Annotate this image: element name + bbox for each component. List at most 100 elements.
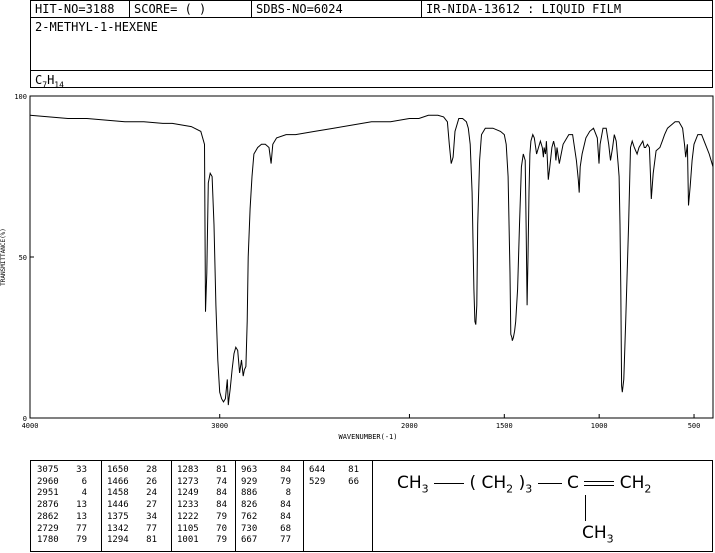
x-tick-label: 1000 <box>591 422 608 430</box>
struct-ch2-right: CH2 <box>619 473 652 496</box>
peak-wavenumber: 762 <box>241 511 258 522</box>
peak-transmittance: 77 <box>146 523 157 534</box>
peak-entry: 730 68 <box>241 524 291 536</box>
y-tick-label: 0 <box>23 415 27 423</box>
peak-transmittance: 28 <box>146 465 157 475</box>
struct-ch3-left: CH3 <box>397 473 429 496</box>
y-tick-label: 50 <box>19 254 27 262</box>
peak-entry: 1375 34 <box>107 512 157 524</box>
peak-transmittance: 8 <box>285 488 291 499</box>
x-tick-label: 3000 <box>211 422 228 430</box>
peak-entry: 1233 84 <box>177 500 227 512</box>
x-tick-label: 2000 <box>401 422 418 430</box>
peak-transmittance: 79 <box>76 535 87 546</box>
peak-col-divider <box>171 461 172 551</box>
peak-transmittance: 84 <box>216 488 227 499</box>
peak-column: 644 81 529 66 <box>309 465 359 488</box>
peak-column: 3075 33 2960 6 2951 4 2876 13 2862 13 2729 77 1780 79 <box>37 465 87 547</box>
peak-col-divider <box>101 461 102 551</box>
peak-transmittance: 13 <box>76 511 87 522</box>
peak-entry: 826 84 <box>241 500 291 512</box>
struct-paren-close: )3 <box>518 473 533 496</box>
peak-wavenumber: 1375 <box>107 511 129 522</box>
peak-wavenumber: 1446 <box>107 500 129 511</box>
peak-transmittance: 81 <box>348 465 359 475</box>
struct-ch3-bottom: CH3 <box>582 523 614 546</box>
peak-wavenumber: 1283 <box>177 465 199 475</box>
peak-transmittance: 79 <box>216 535 227 546</box>
peak-entry: 762 84 <box>241 512 291 524</box>
peak-entry: 2729 77 <box>37 524 87 536</box>
peak-transmittance: 77 <box>76 523 87 534</box>
peak-wavenumber: 1294 <box>107 535 129 546</box>
peak-wavenumber: 1105 <box>177 523 199 534</box>
peak-transmittance: 84 <box>280 500 291 511</box>
peak-transmittance: 70 <box>216 523 227 534</box>
compound-info: 2-METHYL-1-HEXENE C7H14 <box>30 17 713 89</box>
peak-col-divider <box>235 461 236 551</box>
peak-col-divider <box>372 461 373 551</box>
peak-wavenumber: 2960 <box>37 476 59 487</box>
peak-entry: 1001 79 <box>177 535 227 547</box>
peak-entry: 2876 13 <box>37 500 87 512</box>
peak-wavenumber: 1233 <box>177 500 199 511</box>
peak-wavenumber: 826 <box>241 500 258 511</box>
peak-entry: 1294 81 <box>107 535 157 547</box>
peak-transmittance: 33 <box>76 465 87 475</box>
peak-entry: 1458 24 <box>107 488 157 500</box>
struct-double-bond <box>584 480 615 486</box>
peak-table: 3075 33 2960 6 2951 4 2876 13 2862 13 2729 77 1780 79… <box>30 460 713 552</box>
peak-entry: 1105 70 <box>177 524 227 536</box>
peak-transmittance: 26 <box>146 476 157 487</box>
peak-wavenumber: 1001 <box>177 535 199 546</box>
peak-wavenumber: 1342 <box>107 523 129 534</box>
peak-wavenumber: 730 <box>241 523 258 534</box>
peak-entry: 1283 81 <box>177 465 227 477</box>
y-tick-label: 100 <box>14 93 27 101</box>
ir-spectrum-chart: 0 50 100 4000 3000 2000 1500 1000 500 WAVENUMBE… <box>0 93 714 441</box>
structure-formula: CH3 ( CH2 )3 C CH2 <box>397 473 651 495</box>
struct-c: C <box>567 473 579 493</box>
peak-wavenumber: 1458 <box>107 488 129 499</box>
peak-entry: 1273 74 <box>177 477 227 489</box>
peak-entry: 1342 77 <box>107 524 157 536</box>
peak-column: 1650 28 1466 26 1458 24 1446 27 1375 34 1342 77 1294… <box>107 465 157 547</box>
peak-entry: 667 77 <box>241 535 291 547</box>
peak-wavenumber: 2862 <box>37 511 59 522</box>
struct-paren-open: ( <box>469 473 477 493</box>
peak-entry: 886 8 <box>241 488 291 500</box>
hit-number: HIT-NO=3188 <box>31 1 130 18</box>
peak-wavenumber: 929 <box>241 476 258 487</box>
peak-entry: 963 84 <box>241 465 291 477</box>
peak-transmittance: 84 <box>280 511 291 522</box>
peak-wavenumber: 1249 <box>177 488 199 499</box>
peak-transmittance: 13 <box>76 500 87 511</box>
peak-transmittance: 68 <box>280 523 291 534</box>
peak-wavenumber: 963 <box>241 465 258 475</box>
peak-transmittance: 81 <box>216 465 227 475</box>
peak-wavenumber: 886 <box>241 488 258 499</box>
peak-transmittance: 77 <box>280 535 291 546</box>
peak-entry: 1466 26 <box>107 477 157 489</box>
peak-transmittance: 84 <box>216 500 227 511</box>
peak-entry: 929 79 <box>241 477 291 489</box>
struct-vertical-bond <box>585 495 586 521</box>
peak-transmittance: 66 <box>348 476 359 487</box>
struct-bond <box>537 482 562 484</box>
struct-ch2: CH2 <box>481 473 514 496</box>
peak-entry: 1222 79 <box>177 512 227 524</box>
y-axis-label: TRANSMITTANCE(%) <box>0 228 7 286</box>
peak-entry: 2951 4 <box>37 488 87 500</box>
peak-wavenumber: 1780 <box>37 535 59 546</box>
score: SCORE= ( ) <box>130 1 252 18</box>
sdbs-number: SDBS-NO=6024 <box>252 1 422 18</box>
peak-wavenumber: 2876 <box>37 500 59 511</box>
peak-wavenumber: 2729 <box>37 523 59 534</box>
spectrum-line <box>29 114 714 406</box>
peak-wavenumber: 1466 <box>107 476 129 487</box>
plot-frame <box>29 95 714 419</box>
peak-wavenumber: 667 <box>241 535 258 546</box>
y-axis-ticks: 0 50 100 <box>14 93 34 423</box>
peak-transmittance: 84 <box>280 465 291 475</box>
peak-wavenumber: 1650 <box>107 465 129 475</box>
